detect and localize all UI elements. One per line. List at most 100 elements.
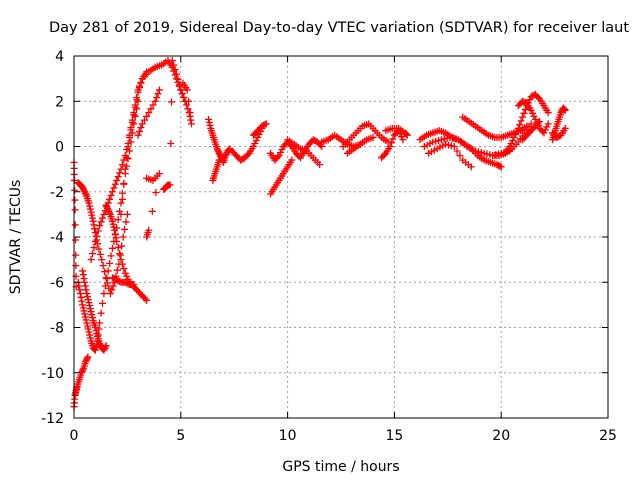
- data-point: [81, 189, 89, 197]
- data-point: [187, 120, 195, 128]
- y-axis-label: SDTVAR / TECUs: [8, 180, 24, 295]
- series-arc25: [416, 127, 505, 171]
- data-point: [108, 244, 116, 252]
- x-tick-label: 5: [176, 428, 185, 444]
- series-arc22: [343, 133, 377, 157]
- data-point: [251, 139, 259, 147]
- data-point: [80, 186, 88, 194]
- data-point: [149, 101, 157, 109]
- data-point: [114, 216, 122, 224]
- data-point: [103, 204, 111, 212]
- data-point: [214, 146, 222, 154]
- data-point: [526, 96, 534, 104]
- data-point: [123, 162, 131, 170]
- data-point: [398, 133, 406, 141]
- data-point: [450, 143, 458, 150]
- data-point: [171, 66, 179, 74]
- data-point: [114, 244, 122, 252]
- data-point: [497, 163, 505, 171]
- data-point: [116, 251, 124, 259]
- data-point: [87, 308, 95, 316]
- data-point: [81, 278, 89, 286]
- data-point: [104, 206, 112, 214]
- data-point: [82, 191, 90, 199]
- data-point: [222, 150, 230, 158]
- data-point: [85, 199, 93, 207]
- data-point: [71, 186, 79, 194]
- data-point: [131, 112, 139, 120]
- data-point: [92, 343, 100, 351]
- data-point: [124, 143, 132, 150]
- data-point: [543, 123, 551, 131]
- data-point: [108, 286, 116, 294]
- data-point: [93, 232, 101, 240]
- data-point: [274, 153, 282, 161]
- data-point: [205, 115, 213, 123]
- data-point: [85, 328, 93, 336]
- data-point: [96, 250, 104, 258]
- data-point: [91, 346, 99, 354]
- data-point: [145, 109, 153, 117]
- data-point: [123, 154, 131, 162]
- data-point: [174, 75, 182, 83]
- data-point: [155, 86, 163, 94]
- data-point: [278, 146, 286, 154]
- data-point: [133, 105, 141, 113]
- data-point: [276, 149, 284, 157]
- data-point: [81, 282, 89, 290]
- data-point: [110, 223, 118, 231]
- data-point: [84, 322, 92, 330]
- data-point: [110, 184, 118, 192]
- data-point: [185, 97, 193, 105]
- data-point: [560, 105, 568, 113]
- data-point: [107, 192, 115, 200]
- series-arc8: [108, 274, 138, 289]
- data-point: [76, 286, 84, 294]
- data-point: [514, 124, 522, 132]
- data-point: [215, 149, 223, 157]
- axis-ticks: 0 5 10 15 20 25 -12 -10 -8 -6 -4 -2 0 2 4: [41, 49, 617, 444]
- data-point: [86, 334, 94, 342]
- data-point: [456, 152, 464, 160]
- data-point: [561, 106, 569, 114]
- data-point: [87, 256, 95, 264]
- data-point: [118, 195, 126, 203]
- data-point: [71, 221, 79, 229]
- data-point: [520, 109, 528, 117]
- data-point: [517, 117, 525, 125]
- data-point: [130, 109, 138, 117]
- series-arc16: [249, 120, 270, 139]
- data-point: [261, 121, 269, 129]
- data-point: [103, 279, 111, 287]
- data-point: [536, 118, 544, 126]
- y-tick-label: 4: [55, 49, 64, 65]
- data-point: [86, 302, 94, 310]
- data-point: [402, 130, 410, 138]
- data-point: [206, 121, 214, 129]
- data-point: [384, 138, 392, 146]
- data-point: [80, 307, 88, 315]
- data-point: [316, 141, 324, 149]
- data-point: [126, 131, 134, 139]
- data-point: [82, 286, 90, 294]
- data-point: [177, 86, 185, 94]
- data-point: [557, 109, 565, 117]
- data-point: [96, 222, 104, 230]
- data-point: [168, 57, 176, 65]
- data-point: [84, 353, 92, 361]
- data-point: [85, 299, 93, 307]
- data-point: [106, 290, 114, 298]
- data-point: [544, 109, 552, 117]
- data-point: [108, 217, 116, 225]
- data-point: [215, 156, 223, 164]
- series-arc28: [459, 113, 531, 141]
- x-tick-label: 0: [70, 428, 79, 444]
- data-point: [71, 196, 79, 204]
- data-point: [78, 367, 86, 375]
- data-point: [108, 188, 116, 196]
- series-arc12: [160, 57, 195, 193]
- data-point: [134, 97, 142, 105]
- data-point: [175, 81, 183, 89]
- data-point: [527, 120, 535, 128]
